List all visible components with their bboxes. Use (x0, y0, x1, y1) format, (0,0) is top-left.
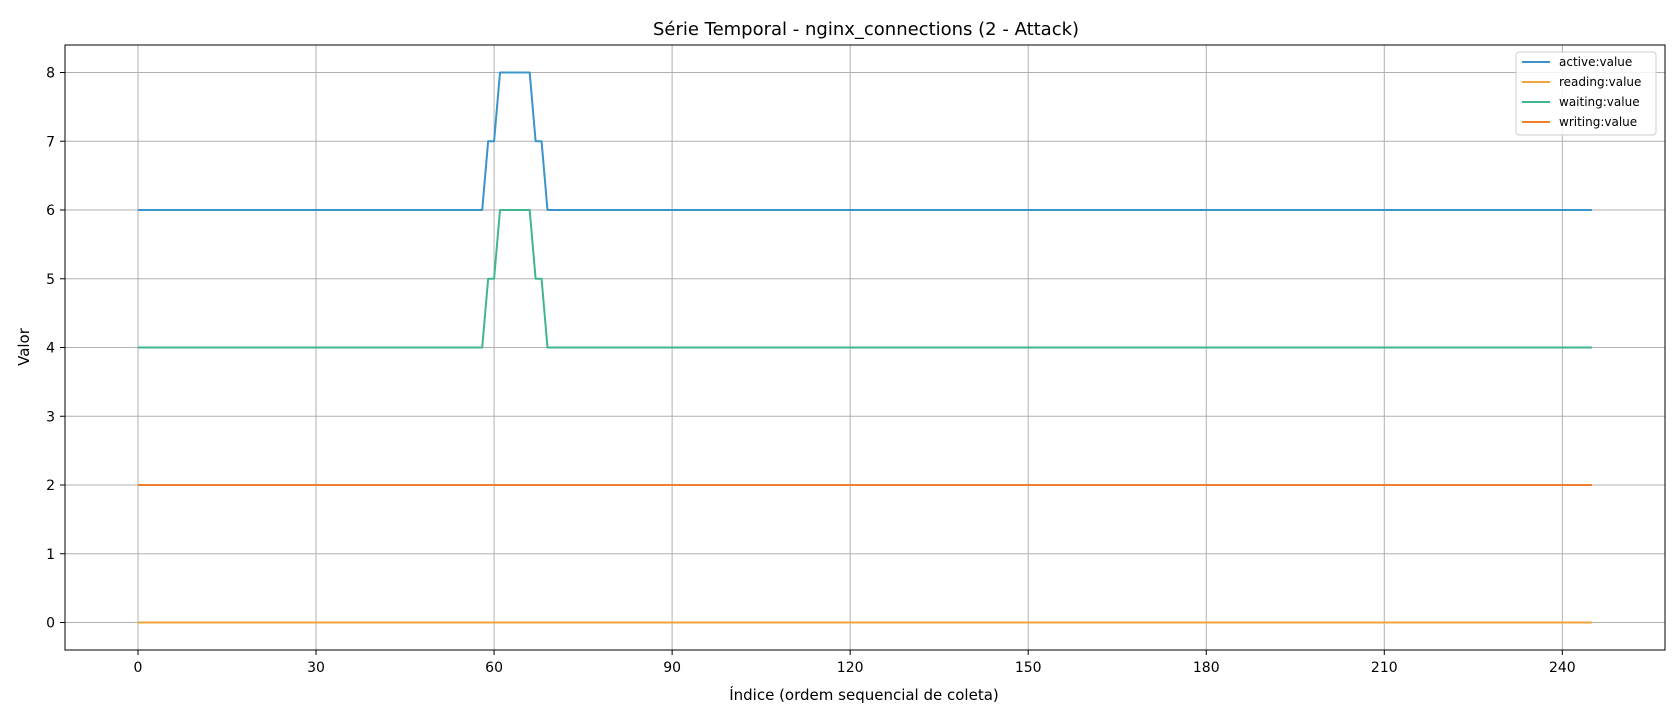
y-axis-ticks: 0 1 2 3 4 5 6 7 8 (46, 66, 65, 632)
x-axis-label: Índice (ordem sequencial de coleta) (729, 685, 999, 704)
legend-box (1515, 51, 1657, 136)
y-tick-label: 6 (46, 203, 55, 219)
legend-label-reading: reading:value (1559, 75, 1641, 89)
y-tick-label: 0 (46, 616, 55, 632)
legend-label-active: active:value (1559, 55, 1632, 69)
y-tick-label: 5 (46, 272, 55, 288)
series-lines (138, 71, 1592, 624)
x-tick-label: 60 (485, 660, 503, 676)
series-line-active (138, 71, 1592, 211)
x-tick-label: 0 (134, 660, 143, 676)
x-tick-label: 30 (307, 660, 325, 676)
x-tick-label: 90 (663, 660, 681, 676)
legend-label-writing: writing:value (1559, 115, 1637, 129)
y-tick-label: 2 (46, 478, 55, 494)
y-tick-label: 1 (46, 547, 55, 563)
x-tick-label: 240 (1549, 660, 1576, 676)
y-tick-label: 4 (46, 341, 55, 357)
legend-label-waiting: waiting:value (1559, 95, 1640, 109)
series-line-waiting (138, 209, 1592, 349)
x-tick-label: 180 (1193, 660, 1220, 676)
y-tick-label: 7 (46, 134, 55, 150)
x-tick-label: 210 (1371, 660, 1398, 676)
legend: active:value reading:value waiting:value wr… (1515, 51, 1657, 136)
y-axis-label: Valor (15, 327, 33, 366)
y-tick-label: 3 (46, 409, 55, 425)
x-tick-label: 150 (1015, 660, 1042, 676)
chart-title: Série Temporal - nginx_connections (2 - … (653, 19, 1079, 40)
x-tick-label: 120 (837, 660, 864, 676)
x-axis-ticks: 0 30 60 90 120 150 180 210 240 (134, 650, 1576, 676)
y-tick-label: 8 (46, 66, 55, 82)
